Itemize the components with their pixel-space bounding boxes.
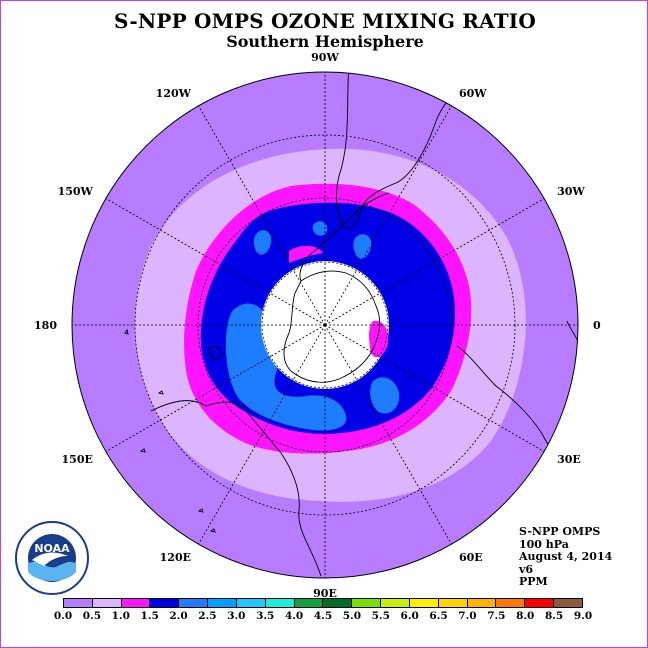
antarctica-coastline [283,270,381,383]
island-4 [197,508,204,513]
colorbar-segment [121,599,151,607]
colorbar-segment [409,599,439,607]
contour-2.0-2.5-patch [253,230,272,255]
colorbar-segment [467,599,497,607]
colorbar-tick-label: 1.0 [111,610,130,622]
contour-2.0-2.5-patch [225,303,347,431]
colorbar-segment [381,599,410,607]
contour-2.0-2.5-patch [353,234,372,259]
colorbar [63,598,583,608]
australia-coastline [150,400,322,577]
island-2 [157,390,164,395]
colorbar-tick-label: 8.5 [544,610,564,622]
colorbar-tick-label: 0.0 [53,610,73,622]
colorbar-tick-label: 4.0 [284,610,304,622]
colorbar-tick-label: 3.5 [256,610,275,622]
colorbar-segment [179,599,209,607]
colorbar-segment [352,599,382,607]
colorbar-segment [438,599,468,607]
longitude-label: 30W [557,185,585,198]
colorbar-segment [323,599,353,607]
africa-east-coastline [566,320,578,352]
colorbar-segment [150,599,180,607]
colorbar-tick-label: 2.5 [198,610,217,622]
date-label: August 4, 2014 [519,550,613,563]
colorbar-tick-label: 3.0 [227,610,246,622]
product-info: S-NPP OMPS 100 hPa August 4, 2014 v6 PPM [519,525,613,589]
longitude-label: 60E [459,551,483,564]
colorbar-segment [64,599,93,607]
longitude-label: 180 [34,319,57,332]
colorbar-segment [496,599,526,607]
colorbar-tick-label: 6.5 [429,610,448,622]
contour-2.0-2.5-patch [312,221,328,236]
antarctic-peninsula-coastline [299,192,390,282]
noaa-logo-text: NOAA [34,542,70,555]
colorbar-tick-label: 1.5 [140,610,159,622]
colorbar-segment [208,599,237,607]
longitude-label: 30E [557,453,581,466]
coastlines [124,72,578,577]
longitude-label: 90W [311,51,339,64]
longitude-label: 120W [156,87,192,100]
units-label: PPM [519,575,548,588]
colorbar-ticks: 0.0 0.5 1.0 1.5 2.0 2.5 3.0 3.5 4.0 4.5 5.0 5.5 6.0 6… [1,610,647,624]
longitude-labels: 0 30W 60W 90W 120W 150W 180 150E 120E 90E 60E 30E [34,51,601,600]
colorbar-tick-label: 5.5 [371,610,390,622]
island-5 [209,528,216,533]
longitude-label: 60W [459,87,487,100]
latitude-circle [261,261,389,389]
colorbar-tick-label: 2.0 [169,610,188,622]
longitude-label: 120E [160,551,191,564]
map-subtitle: Southern Hemisphere [226,32,424,51]
longitude-label: 150W [58,185,94,198]
graticule [72,72,578,578]
noaa-logo: NOAA [14,520,90,600]
colorbar-tick-label: 6.0 [400,610,419,622]
colorbar-segment [236,599,266,607]
instrument-label: S-NPP OMPS [519,525,601,538]
colorbar-segment [265,599,295,607]
contour-2.0-2.5-patch [370,377,400,414]
map-boundary [71,71,579,579]
new-zealand-coastline [208,346,221,360]
colorbar-tick-label: 4.5 [313,610,333,622]
colorbar-segment [92,599,122,607]
pressure-level-label: 100 hPa [519,537,569,551]
version-label: v6 [519,562,534,576]
island-3 [139,448,146,453]
colorbar-tick-label: 8.0 [516,610,535,622]
colorbar-tick-label: 9.0 [573,610,593,622]
colorbar-tick-label: 0.5 [82,610,102,622]
contour-1.0-1.5-lobe [289,245,323,263]
colorbar-segment [525,599,555,607]
colorbar-tick-label: 5.0 [342,610,362,622]
map-title: S-NPP OMPS OZONE MIXING RATIO [114,9,536,33]
colorbar-segment [554,599,582,607]
colorbar-tick-label: 7.5 [487,610,506,622]
island-1 [124,328,129,335]
latitude-circle [197,197,453,453]
longitude-label: 150E [62,453,93,466]
longitude-label: 0 [593,319,601,332]
colorbar-segment [294,599,324,607]
longitude-label: 90E [313,587,337,600]
colorbar-tick-label: 7.0 [458,610,477,622]
south-america-coastline [336,72,502,229]
